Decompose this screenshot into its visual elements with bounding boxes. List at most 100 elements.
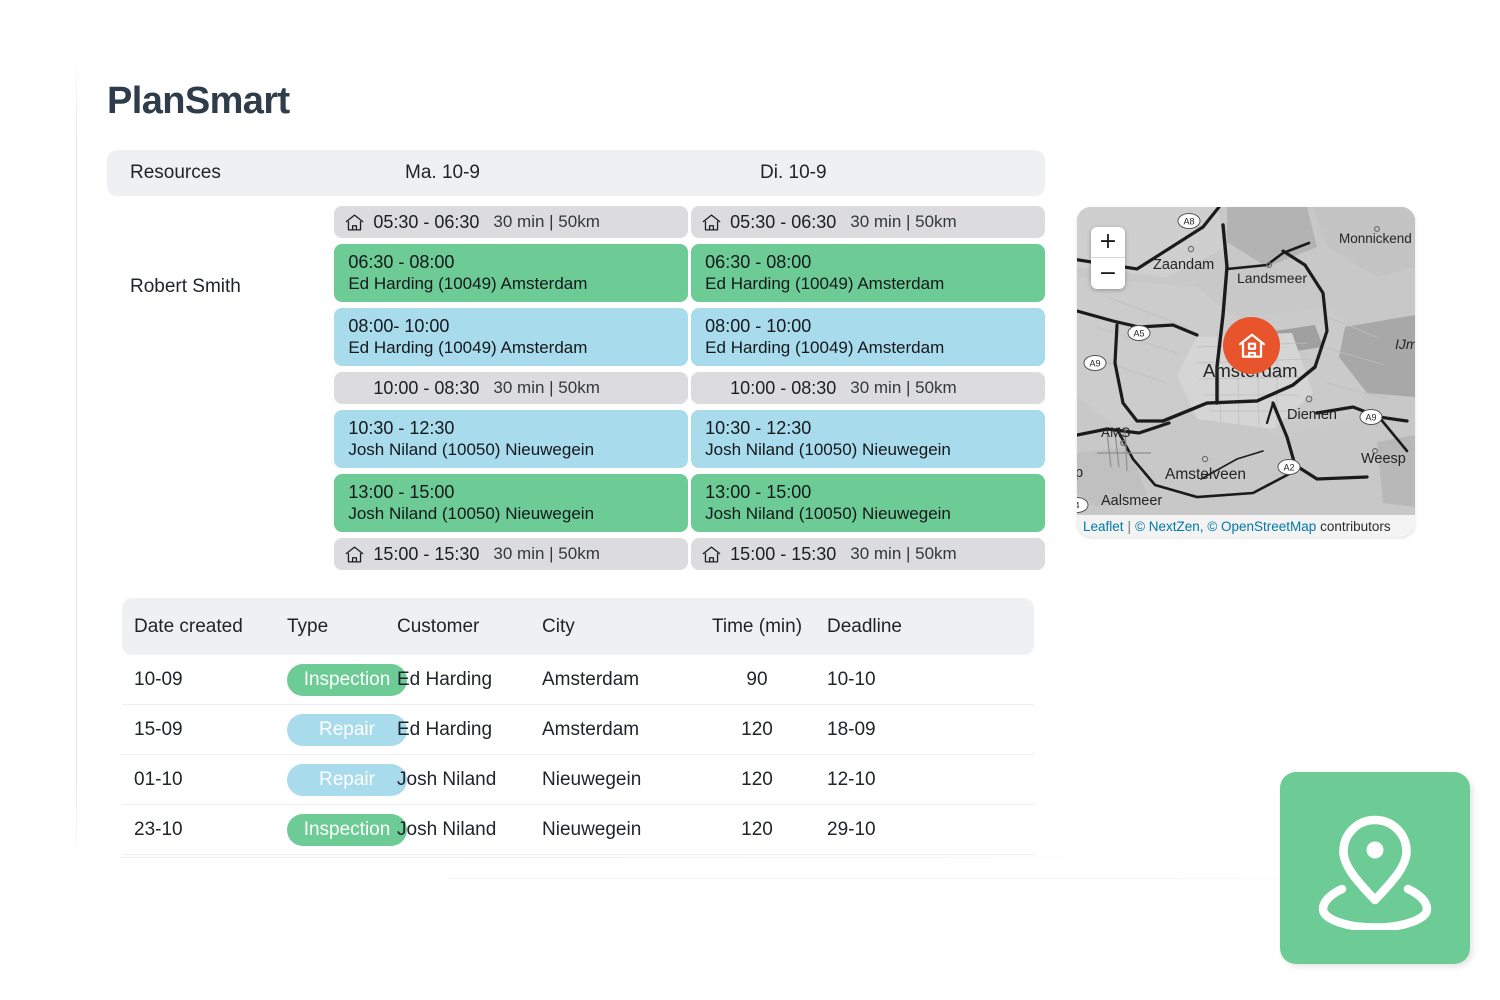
- slot-time: 15:00 - 15:30: [730, 543, 837, 564]
- leaflet-link[interactable]: Leaflet: [1083, 518, 1124, 534]
- slot-time: 13:00 - 15:00: [348, 481, 455, 502]
- scheduler-day-header-0[interactable]: Ma. 10-9: [405, 162, 480, 183]
- table-header-cell[interactable]: Date created: [134, 615, 243, 637]
- type-badge[interactable]: Repair: [287, 713, 407, 746]
- table-cell-type: Inspection: [287, 663, 407, 696]
- schedule-job-slot[interactable]: 08:00 - 10:00 Ed Harding (10049) Amsterda…: [691, 308, 1046, 366]
- home-icon: [702, 546, 721, 562]
- slot-description: Josh Niland (10050) Nieuwegein: [348, 440, 595, 460]
- scheduler-body: Robert Smith 05:30 - 06:30 30 min | 50km 0…: [107, 206, 1046, 576]
- svg-text:Zaandam: Zaandam: [1153, 257, 1214, 273]
- resource-name: Robert Smith: [130, 276, 241, 297]
- map-zoom-in-button[interactable]: +: [1091, 227, 1125, 258]
- table-cell-type: Repair: [287, 713, 407, 746]
- type-badge[interactable]: Inspection: [287, 663, 407, 696]
- table-cell-deadline: 18-09: [827, 718, 876, 740]
- bottom-divider-2: [450, 878, 1430, 879]
- schedule-job-slot[interactable]: 10:30 - 12:30 Josh Niland (10050) Nieuweg…: [334, 410, 689, 468]
- schedule-travel-slot[interactable]: 15:00 - 15:30 30 min | 50km: [691, 538, 1046, 570]
- svg-text:A9: A9: [1365, 413, 1376, 423]
- scheduler-day-column-1: 05:30 - 06:30 30 min | 50km 06:30 - 08:00 E…: [691, 206, 1046, 576]
- svg-text:p: p: [1077, 465, 1083, 481]
- svg-text:Aalsmeer: Aalsmeer: [1101, 493, 1162, 509]
- table-cell-date-created: 01-10: [134, 768, 183, 790]
- scheduler-day-column-0: 05:30 - 06:30 30 min | 50km 06:30 - 08:00 E…: [334, 206, 689, 576]
- slot-description: Ed Harding (10049) Amsterdam: [348, 338, 588, 358]
- schedule-travel-slot[interactable]: 05:30 - 06:30 30 min | 50km: [691, 206, 1046, 238]
- slot-description: Ed Harding (10049) Amsterdam: [705, 338, 945, 358]
- table-cell-time: 120: [741, 718, 773, 740]
- type-badge[interactable]: Inspection: [287, 813, 407, 846]
- jobs-table-header: Date created Type Customer City Time (min) De…: [122, 598, 1034, 655]
- scheduler-header: Resources Ma. 10-9 Di. 10-9: [107, 150, 1045, 196]
- scheduler-resources-label: Resources: [130, 162, 221, 183]
- home-icon: [702, 214, 721, 230]
- table-header-cell[interactable]: Time (min): [711, 615, 803, 637]
- schedule-job-slot[interactable]: 06:30 - 08:00 Ed Harding (10049) Amsterda…: [334, 244, 689, 302]
- table-cell-date-created: 15-09: [134, 718, 183, 740]
- slot-time: 10:00 - 08:30: [373, 377, 480, 398]
- svg-text:Landsmeer: Landsmeer: [1237, 270, 1307, 286]
- slot-time: 10:00 - 08:30: [730, 377, 837, 398]
- slot-time: 15:00 - 15:30: [373, 543, 480, 564]
- table-header-cell[interactable]: Type: [287, 615, 329, 637]
- slot-meta: 30 min | 50km: [850, 212, 957, 231]
- jobs-table-body: 10-09 Inspection Ed Harding Amsterdam 90 10-1…: [122, 655, 1034, 855]
- attribution-separator: |: [1127, 518, 1132, 534]
- table-cell-date-created: 23-10: [134, 818, 183, 840]
- slot-description: Josh Niland (10050) Nieuwegein: [348, 504, 595, 524]
- schedule-travel-slot[interactable]: 05:30 - 06:30 30 min | 50km: [334, 206, 689, 238]
- slot-meta: 30 min | 50km: [493, 378, 600, 397]
- table-row[interactable]: 10-09 Inspection Ed Harding Amsterdam 90 10-1…: [122, 655, 1034, 705]
- svg-text:IJm: IJm: [1395, 336, 1415, 352]
- slot-time: 05:30 - 06:30: [730, 211, 837, 232]
- schedule-travel-slot[interactable]: 15:00 - 15:30 30 min | 50km: [334, 538, 689, 570]
- slot-description: Ed Harding (10049) Amsterdam: [705, 274, 945, 294]
- type-badge[interactable]: Repair: [287, 763, 407, 796]
- map-home-marker[interactable]: [1223, 317, 1280, 374]
- schedule-job-slot[interactable]: 06:30 - 08:00 Ed Harding (10049) Amsterda…: [691, 244, 1046, 302]
- table-row[interactable]: 01-10 Repair Josh Niland Nieuwegein 120 12-10: [122, 755, 1034, 805]
- slot-time: 06:30 - 08:00: [705, 251, 812, 272]
- table-header-cell[interactable]: City: [542, 615, 575, 637]
- table-header-cell[interactable]: Deadline: [827, 615, 902, 637]
- table-cell-city: Nieuwegein: [542, 768, 642, 790]
- table-cell-customer: Josh Niland: [397, 768, 497, 790]
- schedule-job-slot[interactable]: 13:00 - 15:00 Josh Niland (10050) Nieuweg…: [334, 474, 689, 532]
- slot-time: 10:30 - 12:30: [348, 417, 455, 438]
- slot-description: Josh Niland (10050) Nieuwegein: [705, 504, 951, 524]
- map-zoom-controls[interactable]: + −: [1091, 227, 1125, 289]
- map-attribution: Leaflet | © NextZen, © OpenStreetMap con…: [1077, 515, 1415, 537]
- table-row[interactable]: 23-10 Inspection Josh Niland Nieuwegein 120 2…: [122, 805, 1034, 855]
- schedule-job-slot[interactable]: 10:30 - 12:30 Josh Niland (10050) Nieuweg…: [691, 410, 1046, 468]
- page-title: PlanSmart: [107, 80, 290, 122]
- table-cell-deadline: 12-10: [827, 768, 876, 790]
- schedule-job-slot[interactable]: 08:00- 10:00 Ed Harding (10049) Amsterdam: [334, 308, 689, 366]
- home-marker-icon: [1238, 333, 1265, 358]
- table-header-cell[interactable]: Customer: [397, 615, 480, 637]
- home-icon: [345, 546, 364, 562]
- svg-text:A5: A5: [1133, 329, 1144, 339]
- schedule-travel-slot[interactable]: 10:00 - 08:30 30 min | 50km: [334, 372, 689, 404]
- schedule-travel-slot[interactable]: 10:00 - 08:30 30 min | 50km: [691, 372, 1046, 404]
- svg-text:A8: A8: [1183, 217, 1194, 227]
- schedule-job-slot[interactable]: 13:00 - 15:00 Josh Niland (10050) Nieuweg…: [691, 474, 1046, 532]
- table-cell-date-created: 10-09: [134, 668, 183, 690]
- svg-text:A2: A2: [1283, 463, 1294, 473]
- scheduler-day-header-1[interactable]: Di. 10-9: [760, 162, 827, 183]
- left-divider: [76, 48, 77, 866]
- attribution-contributors: contributors: [1320, 518, 1391, 534]
- svg-text:4: 4: [1077, 501, 1080, 511]
- openstreetmap-link[interactable]: © OpenStreetMap: [1207, 518, 1317, 534]
- slot-time: 10:30 - 12:30: [705, 417, 812, 438]
- table-cell-customer: Ed Harding: [397, 718, 493, 740]
- brand-logo: [1280, 772, 1470, 964]
- location-pin-icon: [1318, 815, 1432, 930]
- slot-time: 08:00 - 10:00: [705, 315, 812, 336]
- table-row[interactable]: 15-09 Repair Ed Harding Amsterdam 120 18-09: [122, 705, 1034, 755]
- map-zoom-out-button[interactable]: −: [1098, 260, 1118, 286]
- table-cell-type: Inspection: [287, 813, 407, 846]
- map-panel[interactable]: A8 Zaandam Landsmeer Monnickend A5 A9 IJ…: [1077, 207, 1415, 537]
- table-cell-city: Amsterdam: [542, 718, 640, 740]
- nextzen-link[interactable]: © NextZen,: [1135, 518, 1204, 534]
